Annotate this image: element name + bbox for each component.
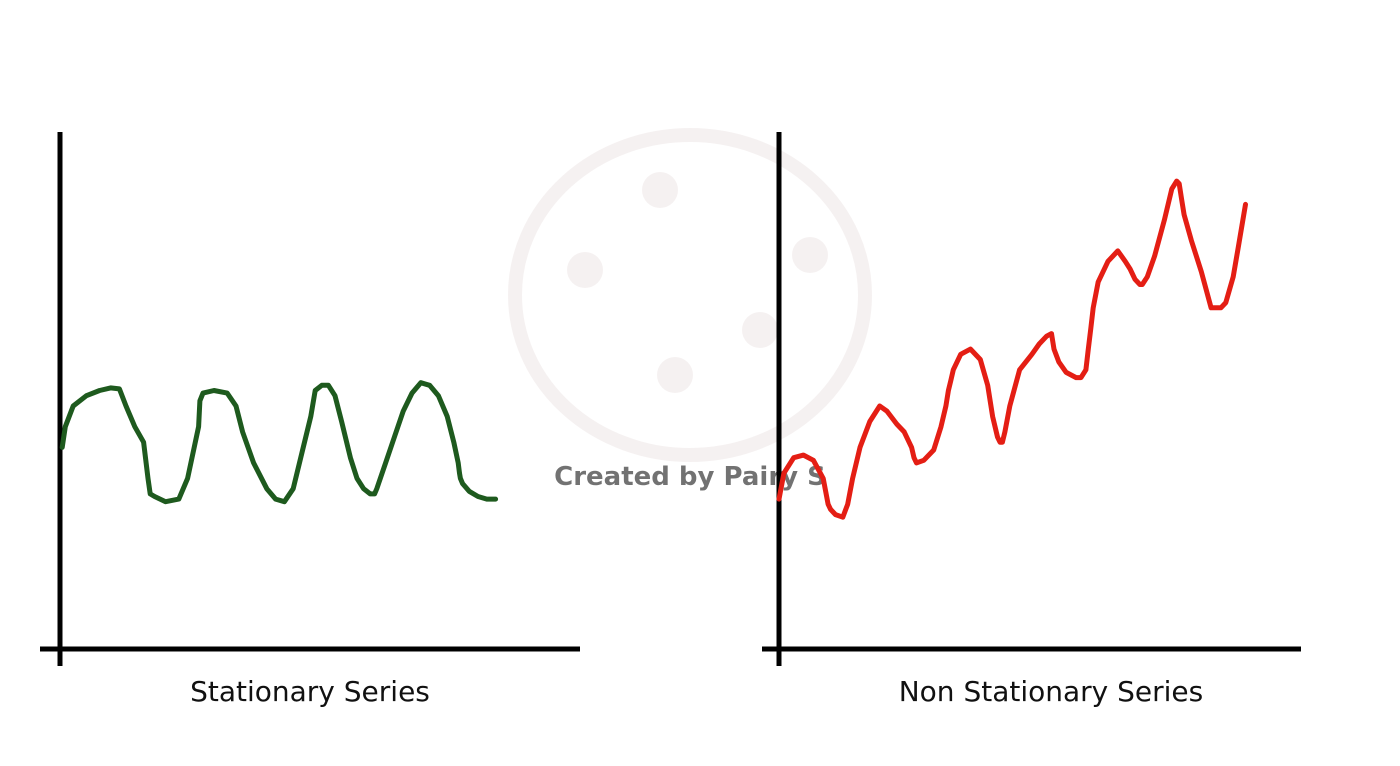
palette-dot-4 (742, 312, 778, 348)
palette-dot-3 (567, 252, 603, 288)
watermark: Created by Pairy S (508, 128, 872, 492)
chart-caption: Stationary Series (190, 675, 430, 708)
series-line (776, 178, 1248, 520)
chart-non-stationary: Non Stationary Series (762, 132, 1301, 708)
palette-watermark-icon (508, 128, 872, 462)
palette-dot-1 (642, 172, 678, 208)
series-line (59, 380, 499, 505)
chart-stationary: Stationary Series (40, 132, 580, 708)
chart-caption: Non Stationary Series (899, 675, 1204, 708)
palette-dot-2 (792, 237, 828, 273)
palette-dot-5 (657, 357, 693, 393)
